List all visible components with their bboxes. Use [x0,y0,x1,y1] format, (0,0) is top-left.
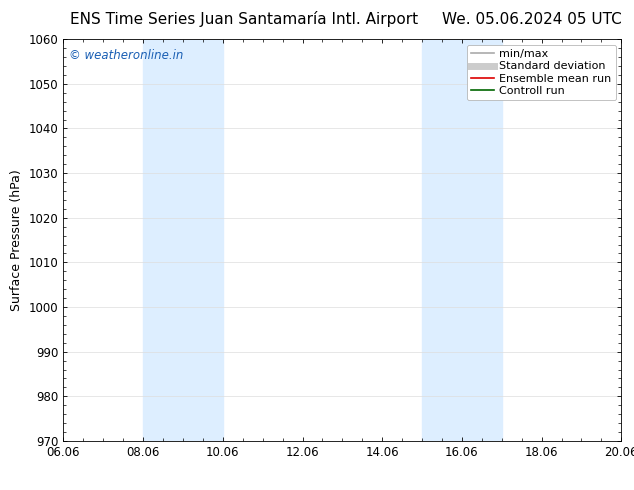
Y-axis label: Surface Pressure (hPa): Surface Pressure (hPa) [10,169,23,311]
Bar [143,39,223,441]
Text: We. 05.06.2024 05 UTC: We. 05.06.2024 05 UTC [441,12,621,27]
Legend: min/max, Standard deviation, Ensemble mean run, Controll run: min/max, Standard deviation, Ensemble me… [467,45,616,100]
Text: ENS Time Series Juan Santamaría Intl. Airport: ENS Time Series Juan Santamaría Intl. Ai… [70,11,418,27]
Text: © weatheronline.in: © weatheronline.in [69,49,183,62]
Bar [422,39,501,441]
